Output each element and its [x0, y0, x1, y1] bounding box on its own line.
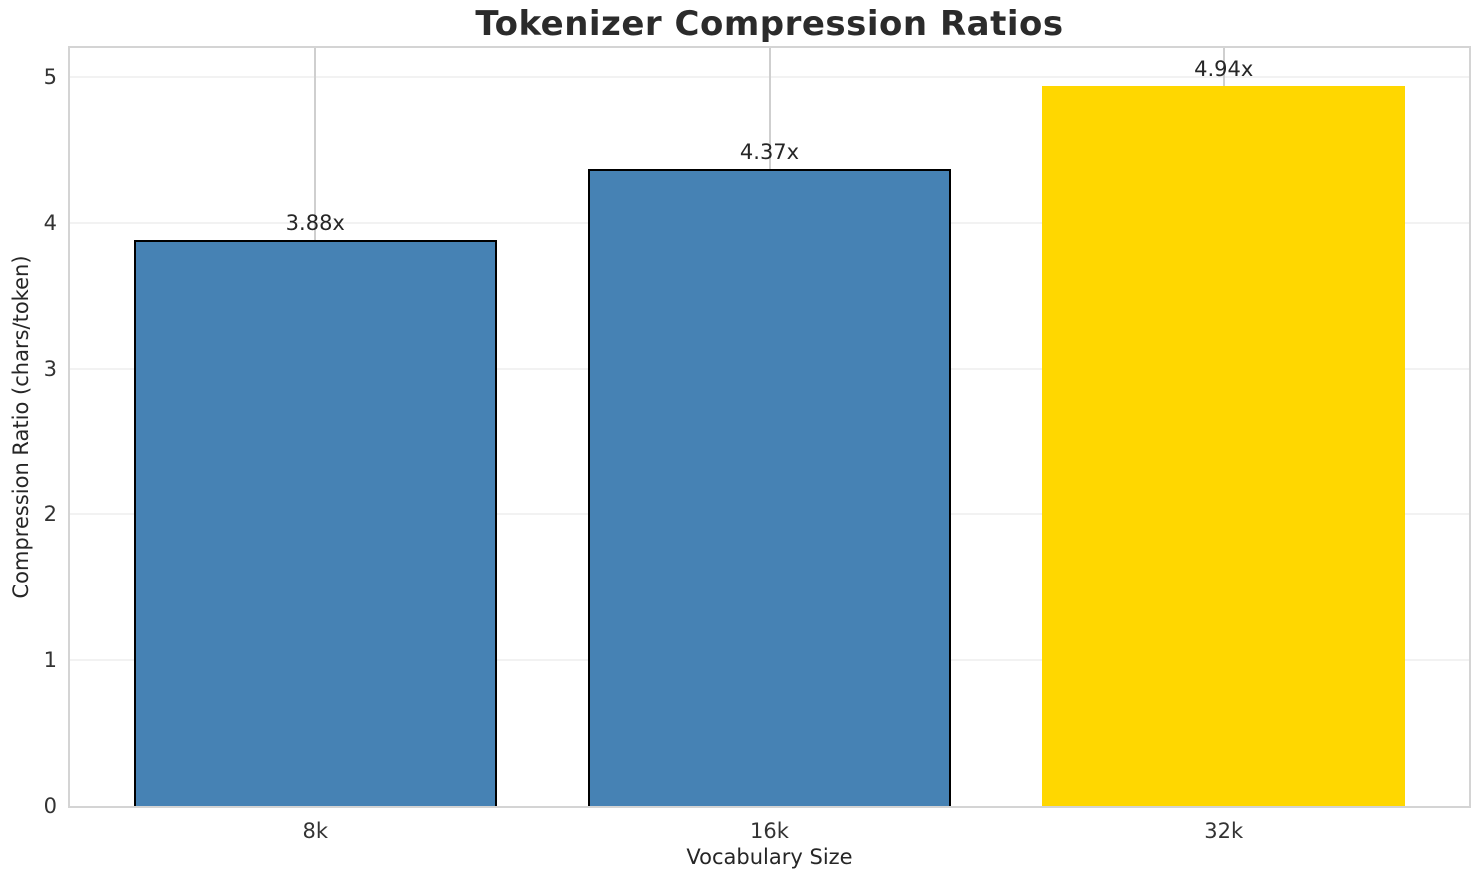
x-tick-label-8k: 8k	[302, 819, 329, 843]
bar-16k	[588, 169, 951, 806]
y-tick-label-1: 1	[43, 648, 57, 673]
x-tick-label-16k: 16k	[750, 819, 789, 843]
y-axis-label: Compression Ratio (chars/token)	[9, 255, 33, 599]
x-tick-label-32k: 32k	[1204, 819, 1244, 843]
plot-area	[68, 46, 1471, 808]
chart-title: Tokenizer Compression Ratios	[475, 4, 1064, 44]
bar-value-label-16k: 4.37x	[739, 139, 800, 164]
bar-32k	[1042, 86, 1405, 806]
bar-value-label-32k: 4.94x	[1194, 56, 1254, 81]
y-tick-label-3: 3	[43, 356, 57, 381]
bar-value-label-8k: 3.88x	[285, 211, 345, 236]
y-tick-label-5: 5	[43, 65, 57, 90]
x-axis-label: Vocabulary Size	[686, 845, 853, 869]
y-tick-label-4: 4	[43, 210, 57, 235]
y-tick-label-2: 2	[43, 502, 57, 527]
bar-8k	[134, 240, 497, 806]
y-tick-label-0: 0	[43, 794, 57, 818]
